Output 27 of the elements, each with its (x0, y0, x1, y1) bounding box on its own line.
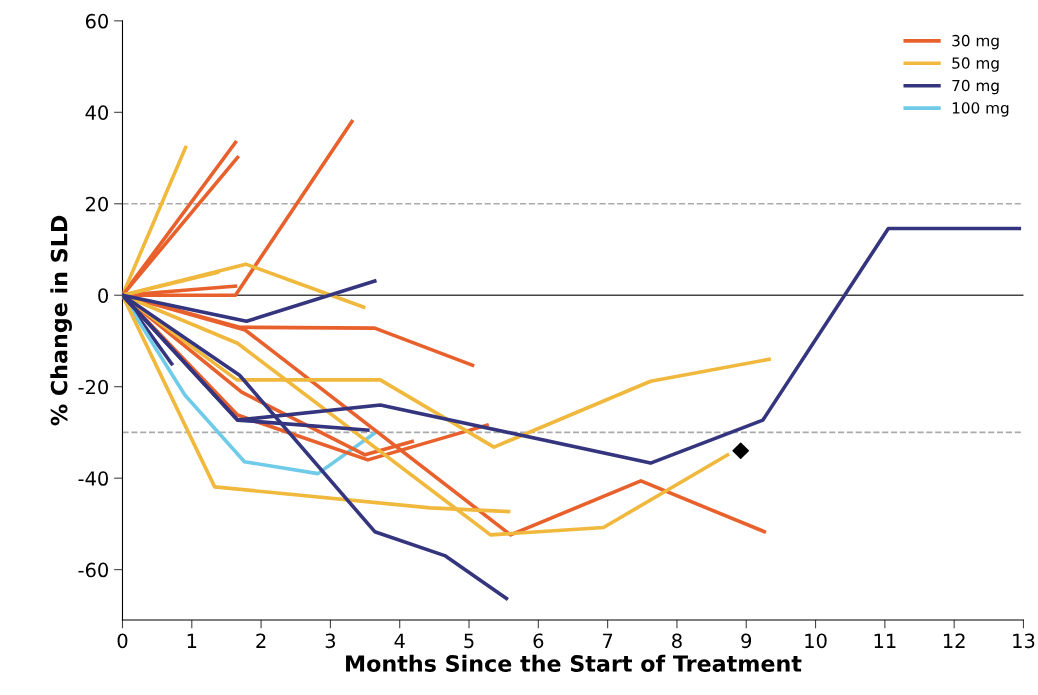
x-tick-label: 13 (1013, 633, 1035, 649)
x-tick-label: 8 (672, 633, 682, 649)
x-tick-label: 11 (874, 633, 896, 648)
y-axis-title: % Change in SLD (50, 215, 72, 426)
y-tick-label: -20 (78, 379, 108, 395)
y-tick-label: -60 (78, 562, 108, 578)
y-tick-label: 40 (85, 105, 108, 120)
x-tick-label: 1 (187, 633, 197, 648)
x-tick-label: 6 (533, 633, 544, 649)
legend-label: 70 mg (952, 79, 999, 95)
x-tick-label: 7 (603, 633, 613, 648)
x-tick-label: 0 (117, 633, 128, 649)
x-tick-label: 4 (394, 633, 405, 648)
x-tick-label: 10 (805, 633, 827, 649)
y-tick-label: -40 (78, 471, 108, 486)
legend-label: 50 mg (952, 57, 999, 72)
x-tick-label: 2 (256, 633, 266, 648)
legend-label: 100 mg (952, 102, 1009, 117)
legend-label: 30 mg (952, 34, 999, 50)
y-tick-label: 0 (98, 288, 108, 303)
y-tick-label: 20 (85, 196, 108, 212)
y-tick-label: 60 (85, 13, 108, 29)
x-tick-label: 9 (741, 633, 752, 649)
x-axis-title: Months Since the Start of Treatment (346, 654, 802, 672)
x-tick-label: 3 (325, 633, 336, 649)
x-tick-label: 12 (943, 633, 965, 648)
x-tick-label: 5 (464, 633, 474, 649)
